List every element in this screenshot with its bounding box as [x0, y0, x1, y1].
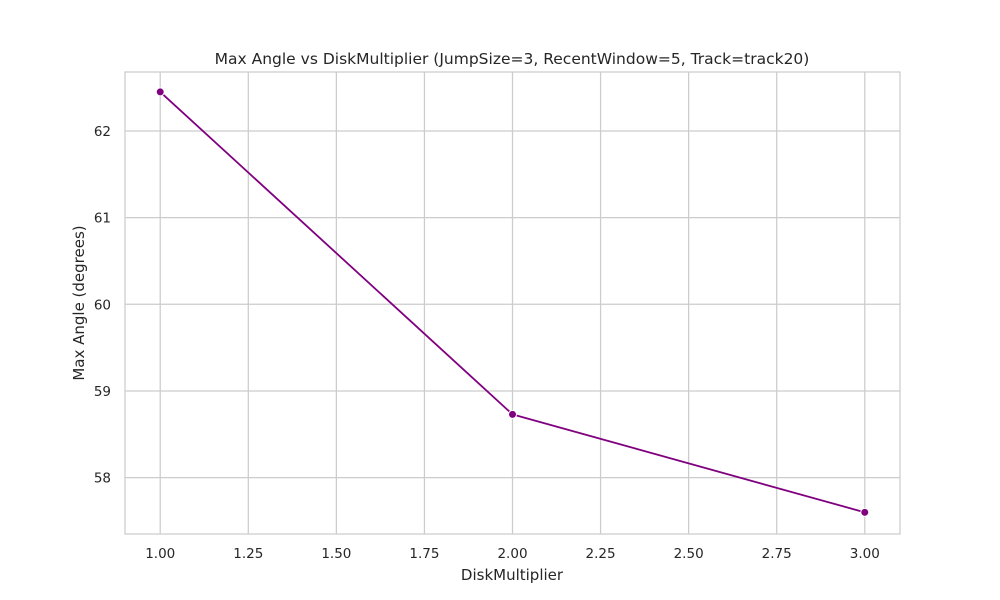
y-tick-label: 58	[94, 471, 111, 487]
grid	[125, 72, 900, 534]
y-tick-label: 61	[94, 211, 111, 227]
x-tick-label: 1.75	[409, 546, 439, 562]
x-tick-label: 1.50	[321, 546, 351, 562]
series	[155, 87, 870, 517]
y-tick-label: 62	[94, 124, 111, 140]
x-tick-label: 1.25	[233, 546, 263, 562]
data-point	[508, 409, 517, 419]
x-tick-label: 2.25	[586, 546, 616, 562]
x-tick-label: 2.75	[762, 546, 792, 562]
plot-frame	[124, 71, 901, 535]
y-tick-label: 59	[94, 384, 111, 400]
data-point	[860, 507, 870, 517]
chart-title: Max Angle vs DiskMultiplier (JumpSize=3,…	[215, 50, 810, 68]
y-tick-label: 60	[94, 297, 111, 313]
x-tick-label: 3.00	[850, 546, 880, 562]
x-axis-label: DiskMultiplier	[461, 566, 564, 584]
y-axis-label: Max Angle (degrees)	[70, 225, 88, 380]
data-point	[155, 87, 165, 97]
x-tick-label: 2.50	[674, 546, 704, 562]
x-tick-label: 2.00	[497, 546, 527, 562]
x-tick-label: 1.00	[145, 546, 175, 562]
tick-labels: 1.00 1.25 1.50 1.75 2.00 2.25 2.50 2.75 3.00 58 59…	[94, 124, 880, 562]
